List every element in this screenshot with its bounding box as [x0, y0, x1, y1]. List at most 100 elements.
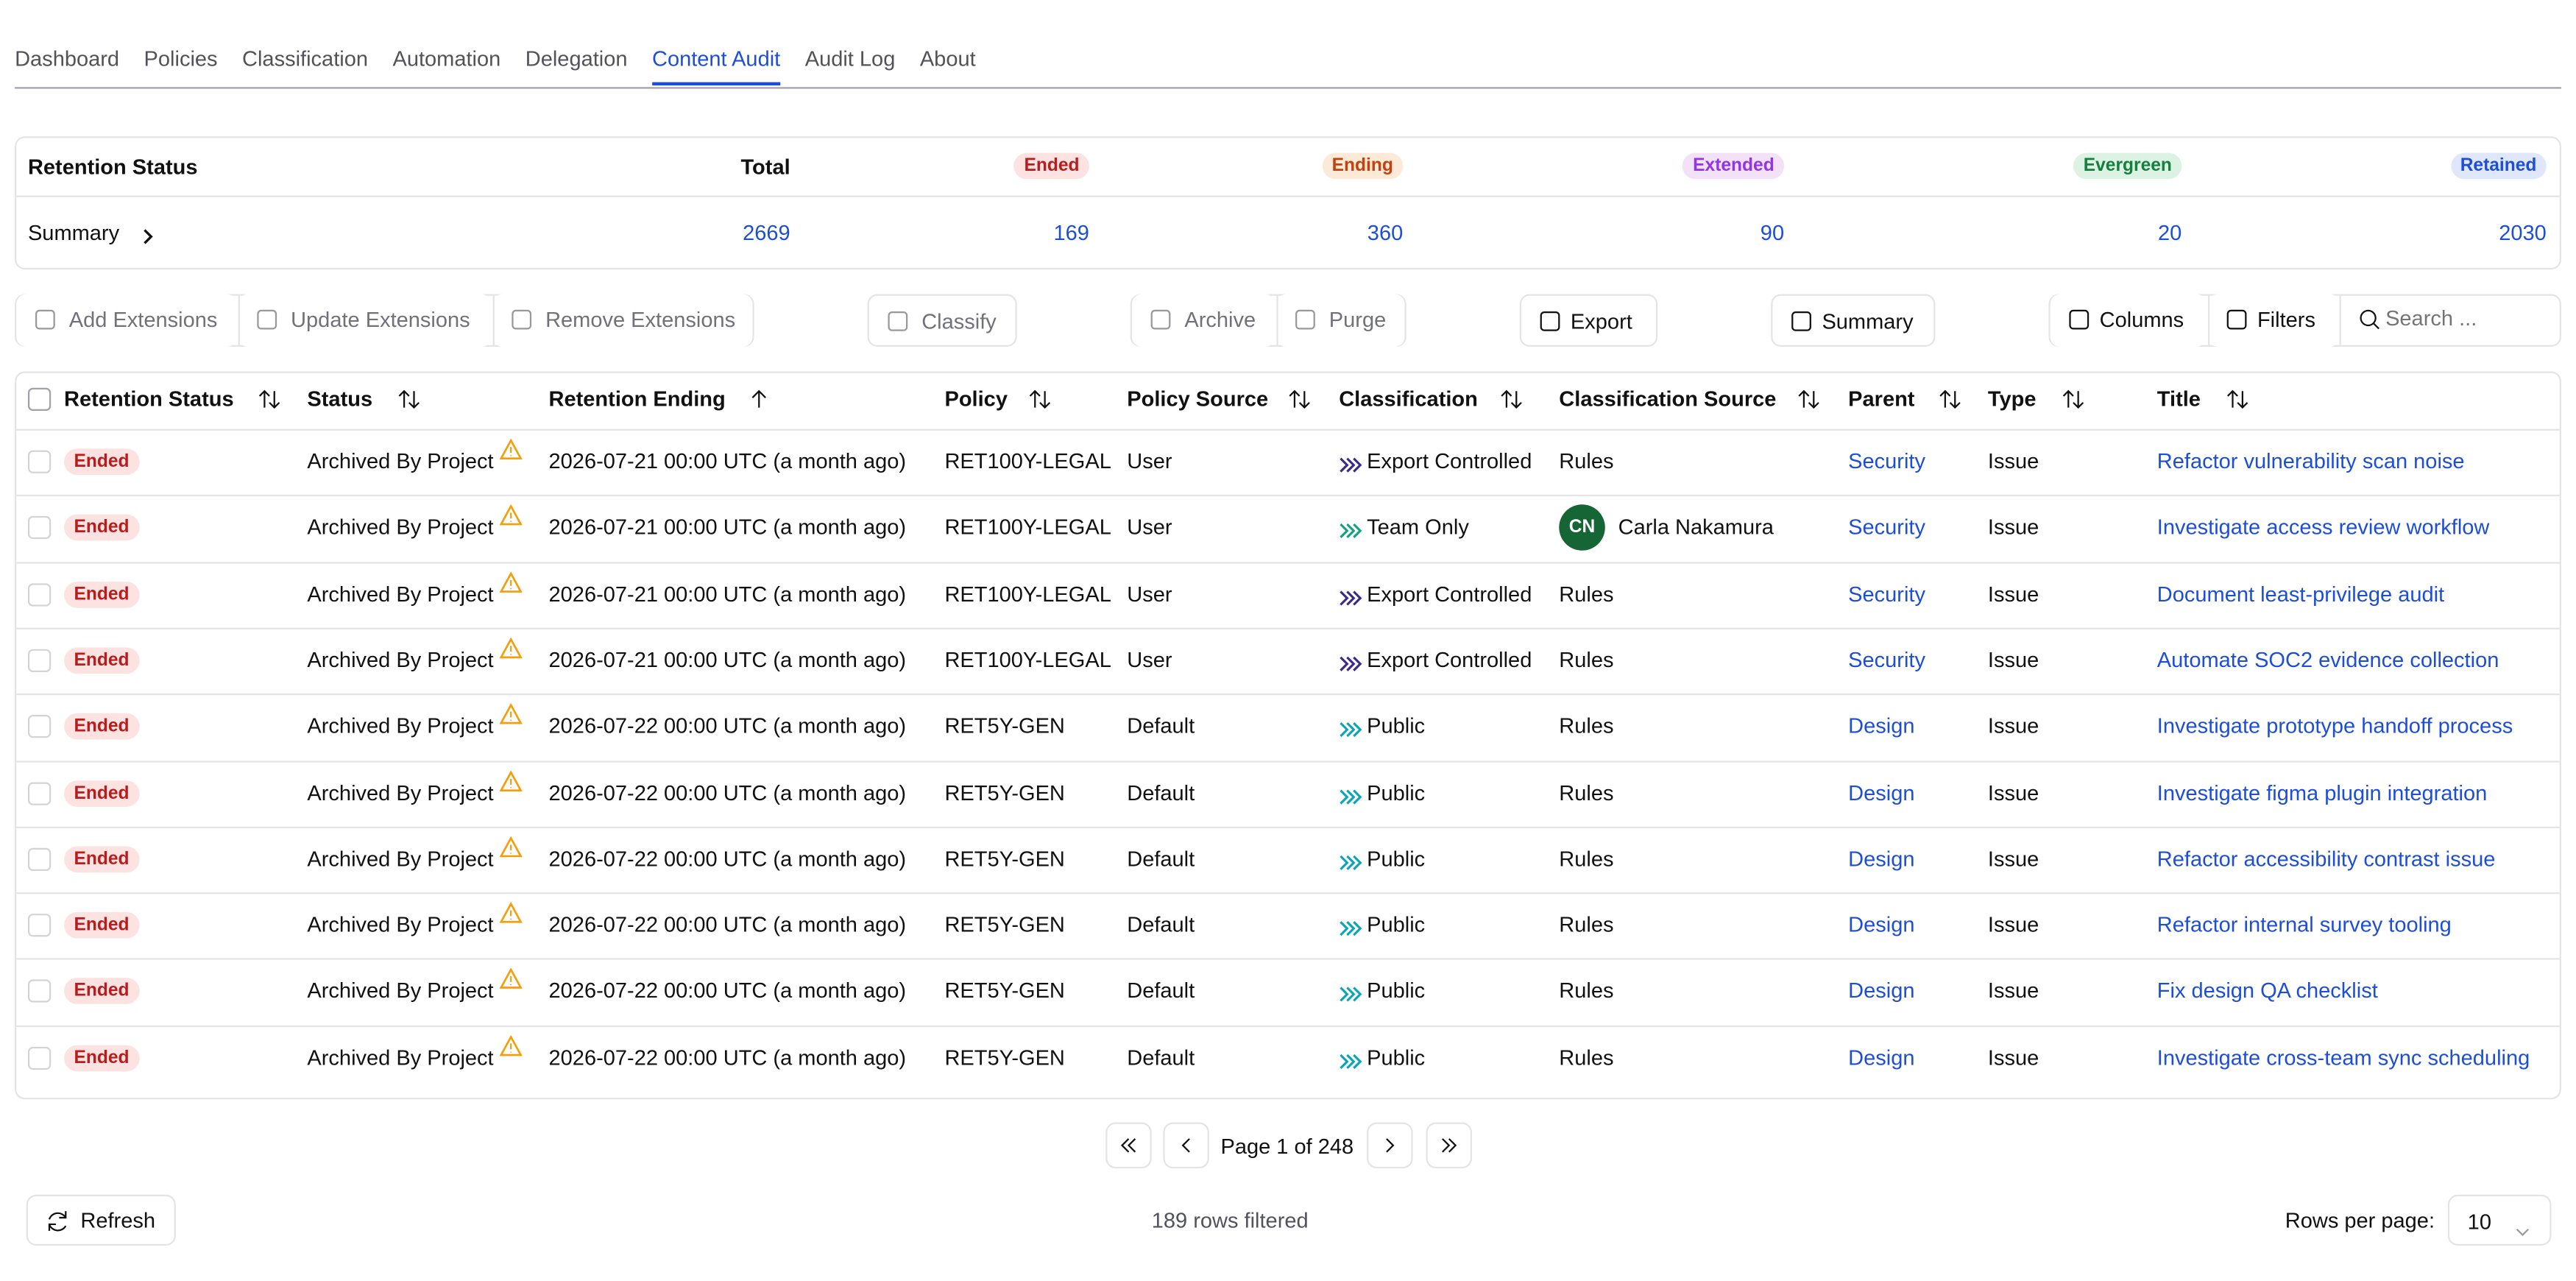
page-button[interactable] — [1105, 1122, 1152, 1169]
link[interactable]: Document least-privilege audit — [2156, 581, 2445, 606]
link[interactable]: Security — [1848, 647, 1925, 672]
column-header[interactable]: Retention Status — [64, 386, 234, 412]
cell: Default — [1127, 780, 1195, 805]
checkbox[interactable] — [27, 715, 52, 738]
cell: Rules — [1559, 448, 1614, 473]
refresh-button[interactable]: Refresh — [26, 1194, 176, 1246]
column-header[interactable]: Classification Source — [1559, 386, 1777, 412]
toolbar-button[interactable]: Update Extensions — [238, 294, 492, 347]
cell: Rules — [1559, 846, 1614, 871]
page-button[interactable] — [1163, 1122, 1209, 1169]
tab[interactable]: Policies — [144, 46, 218, 71]
link[interactable]: Design — [1848, 713, 1915, 738]
tab[interactable]: Audit Log — [804, 46, 896, 71]
tab[interactable]: Content Audit — [651, 46, 781, 86]
cell: Public — [1367, 713, 1426, 738]
link[interactable]: Investigate access review workflow — [2156, 515, 2490, 540]
cell: Export Controlled — [1367, 581, 1532, 606]
link[interactable]: Investigate cross-team sync scheduling — [2156, 1044, 2530, 1070]
checkbox[interactable] — [27, 914, 52, 937]
checkbox[interactable] — [27, 847, 52, 871]
column-header[interactable]: Status — [307, 386, 373, 412]
toolbar-button[interactable]: Add Extensions — [16, 294, 237, 347]
tab[interactable]: Automation — [392, 46, 501, 71]
summary-value[interactable]: 2669 — [743, 220, 790, 245]
summary-value[interactable]: 90 — [1760, 220, 1785, 245]
toolbar-button[interactable]: Filters — [2207, 294, 2340, 347]
rows-per-page-select[interactable]: 10 — [2447, 1194, 2552, 1246]
checkbox[interactable] — [27, 387, 52, 412]
toolbar-button[interactable]: Export — [1519, 294, 1658, 347]
link[interactable]: Design — [1848, 780, 1915, 805]
tab[interactable]: Dashboard — [15, 46, 120, 71]
summary-row-label[interactable]: Summary — [27, 220, 120, 245]
icon — [1500, 389, 1523, 414]
icon — [1339, 520, 1362, 544]
summary-value[interactable]: 20 — [2157, 220, 2182, 245]
cell: Rules — [1559, 912, 1614, 937]
link[interactable]: Automate SOC2 evidence collection — [2156, 647, 2499, 672]
link[interactable]: Design — [1848, 978, 1915, 1003]
checkbox[interactable] — [27, 1046, 52, 1070]
tab[interactable]: About — [919, 46, 976, 71]
status-badge: Ended — [64, 581, 139, 607]
link[interactable]: Refactor vulnerability scan noise — [2156, 448, 2465, 473]
link[interactable]: Investigate figma plugin integration — [2156, 780, 2488, 805]
toolbar-button[interactable]: Archive — [1131, 294, 1275, 347]
checkbox[interactable] — [27, 582, 52, 606]
column-header[interactable]: Policy Source — [1127, 386, 1269, 412]
cell: Issue — [1987, 780, 2039, 805]
toolbar-button[interactable]: Purge — [1276, 294, 1405, 347]
toolbar-button[interactable]: Remove Extensions — [492, 294, 753, 347]
button-label: Summary — [1822, 308, 1914, 334]
checkbox[interactable] — [27, 516, 52, 540]
column-header[interactable]: Title — [2156, 386, 2201, 412]
refresh-label: Refresh — [80, 1207, 156, 1233]
page-button[interactable] — [1367, 1122, 1413, 1169]
cell: Export Controlled — [1367, 448, 1532, 473]
checkbox[interactable] — [27, 649, 52, 672]
link[interactable]: Investigate prototype handoff process — [2156, 713, 2513, 738]
summary-value[interactable]: 2030 — [2499, 220, 2547, 245]
column-header[interactable]: Classification — [1339, 386, 1478, 412]
link[interactable]: Fix design QA checklist — [2156, 978, 2378, 1003]
cell: 2026-07-22 00:00 UTC (a month ago) — [548, 912, 907, 937]
link[interactable]: Security — [1848, 448, 1925, 473]
link[interactable]: Refactor internal survey tooling — [2156, 912, 2452, 937]
button-label: Filters — [2257, 307, 2315, 332]
icon — [140, 225, 156, 250]
toolbar-button[interactable]: Columns — [2050, 294, 2207, 347]
checkbox[interactable] — [27, 450, 52, 473]
link[interactable]: Design — [1848, 912, 1915, 937]
link[interactable]: Design — [1848, 1044, 1915, 1070]
checkbox[interactable] — [27, 781, 52, 805]
page-button[interactable] — [1426, 1122, 1472, 1169]
link[interactable]: Security — [1848, 581, 1925, 606]
status-badge: Ended — [64, 780, 139, 806]
column-header[interactable]: Parent — [1848, 386, 1915, 412]
link[interactable]: Security — [1848, 515, 1925, 540]
status-badge: Ended — [64, 713, 139, 740]
link[interactable]: Refactor accessibility contrast issue — [2156, 846, 2496, 871]
column-header[interactable]: Policy — [944, 386, 1008, 412]
cell: Issue — [1987, 448, 2039, 473]
column-header[interactable]: Retention Ending — [548, 386, 726, 412]
tab[interactable]: Delegation — [525, 46, 628, 71]
summary-value[interactable]: 360 — [1367, 220, 1404, 245]
column-header[interactable]: Type — [1987, 386, 2037, 412]
link[interactable]: Design — [1848, 846, 1915, 871]
status-badge: Ended — [64, 978, 139, 1005]
button-label: Classify — [921, 308, 997, 334]
icon — [1119, 1135, 1139, 1160]
toolbar-button[interactable]: Classify — [867, 294, 1017, 347]
cell: RET100Y-LEGAL — [944, 515, 1111, 540]
cell: Rules — [1559, 713, 1614, 738]
icon — [1150, 309, 1171, 336]
tab[interactable]: Classification — [242, 46, 368, 71]
checkbox[interactable] — [27, 980, 52, 1003]
icon — [2062, 389, 2084, 414]
cell: Archived By Project — [307, 448, 494, 473]
summary-value[interactable]: 169 — [1053, 220, 1089, 245]
toolbar-button[interactable]: Summary — [1771, 294, 1936, 347]
search-input[interactable] — [2382, 303, 2553, 332]
